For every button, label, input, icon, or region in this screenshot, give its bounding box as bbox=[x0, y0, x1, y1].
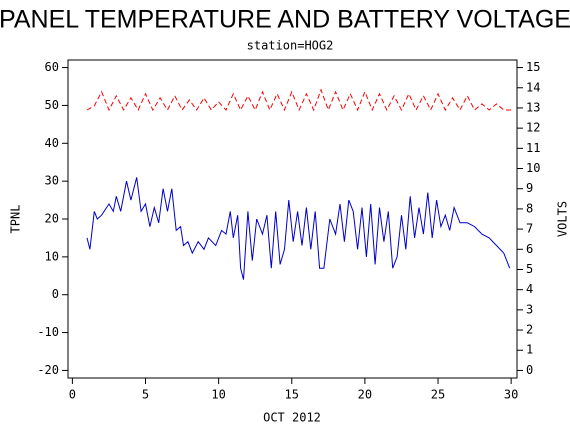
y2-axis-label: VOLTS bbox=[556, 201, 570, 237]
y-tick-label: -10 bbox=[37, 325, 59, 339]
y2-tick-label: 3 bbox=[526, 302, 533, 316]
y2-tick-label: 15 bbox=[526, 60, 540, 74]
x-tick-label: 20 bbox=[358, 388, 372, 402]
series-line bbox=[86, 177, 511, 280]
y-tick-label: 40 bbox=[45, 136, 59, 150]
y-tick-label: 20 bbox=[45, 212, 59, 226]
y2-tick-label: 11 bbox=[526, 141, 540, 155]
y-tick-label: 50 bbox=[45, 98, 59, 112]
x-tick-label: 10 bbox=[211, 388, 225, 402]
y2-tick-label: 13 bbox=[526, 100, 540, 114]
x-tick-label: 0 bbox=[69, 388, 76, 402]
y2-tick-label: 12 bbox=[526, 121, 540, 135]
y2-tick-label: 9 bbox=[526, 181, 533, 195]
y2-tick-label: 0 bbox=[526, 363, 533, 377]
x-tick-label: 5 bbox=[142, 388, 149, 402]
y-tick-label: 60 bbox=[45, 60, 59, 74]
y-tick-label: 0 bbox=[52, 287, 59, 301]
y-tick-label: 10 bbox=[45, 249, 59, 263]
y2-tick-label: 8 bbox=[526, 201, 533, 215]
x-axis-label: OCT 2012 bbox=[263, 411, 321, 425]
y-tick-label: -20 bbox=[37, 363, 59, 377]
y2-tick-label: 1 bbox=[526, 343, 533, 357]
x-tick-label: 25 bbox=[431, 388, 445, 402]
y2-tick-label: 4 bbox=[526, 282, 533, 296]
y2-tick-label: 7 bbox=[526, 222, 533, 236]
y2-tick-label: 5 bbox=[526, 262, 533, 276]
y2-tick-label: 10 bbox=[526, 161, 540, 175]
series-line bbox=[86, 88, 512, 112]
y2-tick-label: 6 bbox=[526, 242, 533, 256]
y-axis-label: TPNL bbox=[9, 205, 23, 234]
chart-subtitle: station=HOG2 bbox=[247, 39, 334, 53]
chart-title: PANEL TEMPERATURE AND BATTERY VOLTAGE bbox=[0, 6, 570, 34]
y2-tick-label: 2 bbox=[526, 323, 533, 337]
x-tick-label: 30 bbox=[504, 388, 518, 402]
plot-frame bbox=[67, 59, 518, 379]
x-tick-label: 15 bbox=[285, 388, 299, 402]
y-tick-label: 30 bbox=[45, 174, 59, 188]
y2-tick-label: 14 bbox=[526, 80, 540, 94]
